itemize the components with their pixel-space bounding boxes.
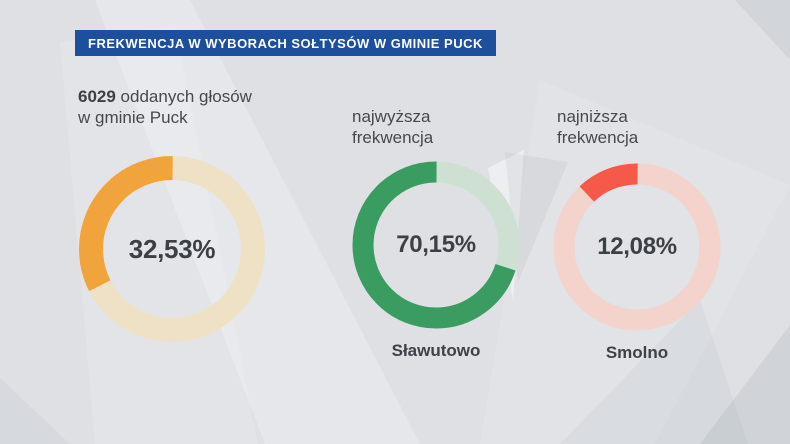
- caption-highest-turnout-line1: najwyższa: [352, 107, 431, 126]
- donut-chart-gmina-puck-svg: [79, 156, 265, 342]
- place-label-smolno: Smolno: [605, 343, 669, 362]
- title-banner-label: FREKWENCJA W WYBORACH SOŁTYSÓW W GMINIE …: [88, 36, 483, 51]
- donut-value-arc: [79, 156, 265, 342]
- donut-value-arc: [553, 163, 721, 331]
- donut-slawutowo-value: 70,15%: [396, 231, 476, 258]
- donut-smolno-value: 12,08%: [597, 233, 677, 260]
- donut-chart-smolno: 12,08%: [552, 162, 722, 332]
- place-label-slawutowo: Sławutowo: [391, 341, 481, 360]
- donut-gmina-puck-value: 32,53%: [128, 233, 216, 264]
- caption-total-votes-number: 6029: [78, 87, 116, 106]
- caption-lowest-turnout-line1: najniższa: [557, 107, 628, 126]
- donut-chart-slawutowo: 70,15%: [351, 160, 521, 330]
- caption-total-votes-text: oddanych głosów: [115, 87, 252, 106]
- caption-highest-turnout: najwyższa frekwencja: [352, 106, 532, 148]
- donut-chart-gmina-puck: 32,53%: [77, 154, 267, 344]
- caption-lowest-turnout-line2: frekwencja: [557, 128, 639, 147]
- donut-value-arc: [352, 161, 520, 329]
- donut-chart-smolno-svg: [553, 163, 721, 331]
- title-banner: FREKWENCJA W WYBORACH SOŁTYSÓW W GMINIE …: [75, 30, 496, 56]
- caption-lowest-turnout: najniższa frekwencja: [557, 106, 737, 148]
- donut-chart-slawutowo-svg: [352, 161, 520, 329]
- caption-highest-turnout-line2: frekwencja: [352, 128, 434, 147]
- caption-total-votes-line1: 6029 oddanych głosów: [78, 86, 348, 107]
- caption-total-votes: 6029 oddanych głosów w gminie Puck: [78, 86, 348, 128]
- caption-total-votes-line2: w gminie Puck: [78, 108, 188, 127]
